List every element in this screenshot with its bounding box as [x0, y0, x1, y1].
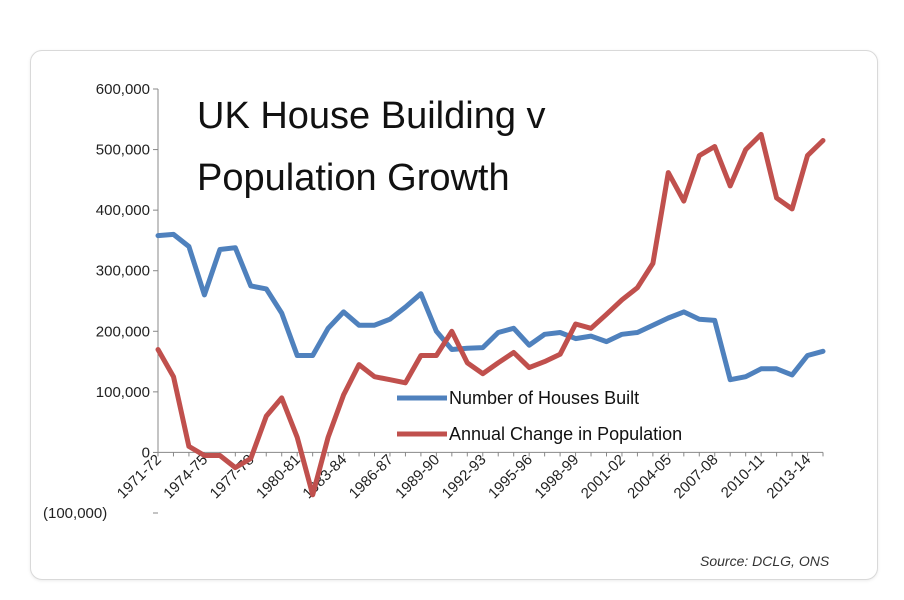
y-tick-label: (100,000) — [43, 505, 107, 522]
x-tick-label: 2001-02 — [578, 451, 629, 502]
x-tick-label: 1974-75 — [160, 451, 211, 502]
y-tick-label: 200,000 — [96, 323, 150, 340]
y-tick-label: 300,000 — [96, 263, 150, 280]
chart-title: UK House Building v Population Growth — [197, 95, 546, 199]
x-tick-label: 1986-87 — [346, 451, 397, 502]
chart-plot: UK House Building v Population Growth 60… — [43, 81, 830, 569]
y-tick-label: 100,000 — [96, 384, 150, 401]
y-tick-label: 0 — [142, 444, 150, 461]
series-lines — [155, 131, 826, 498]
y-tick-label: 600,000 — [96, 81, 150, 98]
x-tick-label: 1995-96 — [485, 451, 536, 502]
legend-label: Number of Houses Built — [449, 388, 639, 408]
chart-frame: UK House Building v Population Growth 60… — [30, 50, 878, 580]
y-tick-label: 400,000 — [96, 202, 150, 219]
series-line-houses-built — [155, 231, 826, 383]
chart-title-line-2: Population Growth — [197, 157, 510, 199]
chart-title-line-1: UK House Building v — [197, 95, 546, 137]
x-tick-label: 2010-11 — [718, 451, 768, 501]
x-tick-label: 2007-08 — [671, 451, 722, 502]
x-tick-label: 2013-14 — [763, 451, 814, 502]
legend: Number of Houses Built Annual Change in P… — [397, 388, 682, 444]
x-tick-label: 1971-72 — [114, 451, 165, 502]
x-tick-label: 1992-93 — [439, 451, 490, 502]
x-tick-label: 1989-90 — [392, 451, 443, 502]
series-line-population-change — [155, 131, 826, 498]
x-tick-label: 2004-05 — [624, 451, 675, 502]
legend-label: Annual Change in Population — [449, 424, 682, 444]
x-tick-label: 1980-81 — [253, 451, 304, 502]
source-note: Source: DCLG, ONS — [700, 553, 830, 569]
x-tick-label: 1998-99 — [531, 451, 582, 502]
y-tick-label: 500,000 — [96, 142, 150, 159]
y-axis: 600,000 500,000 400,000 300,000 200,000 100,0… — [43, 81, 159, 522]
